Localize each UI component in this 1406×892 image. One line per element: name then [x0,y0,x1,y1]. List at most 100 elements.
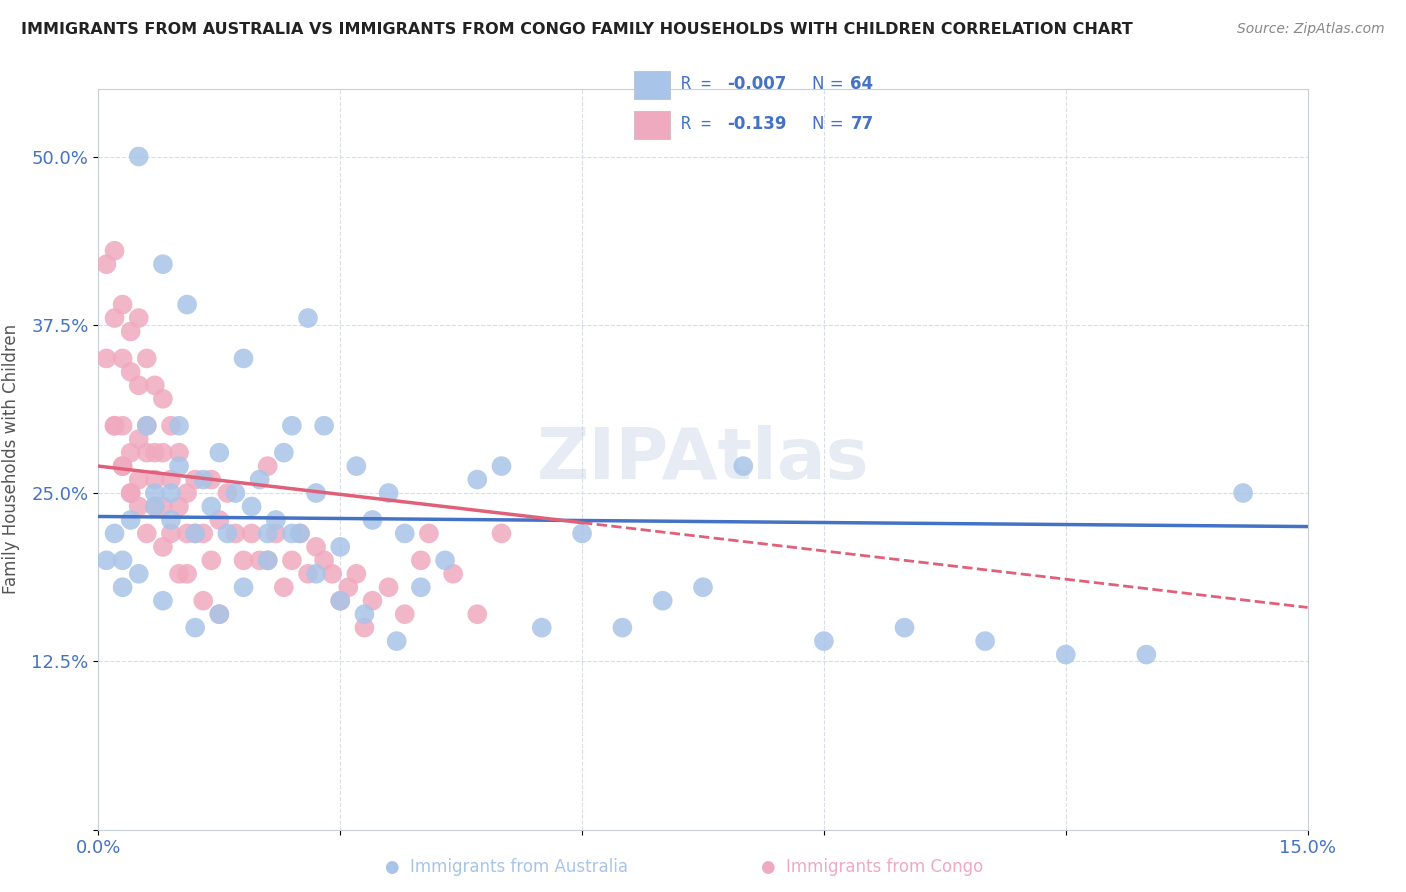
Point [184,473,207,487]
Point [305,540,328,554]
Point [128,500,150,514]
Text: 64: 64 [851,76,873,94]
Point [353,607,375,622]
Point [152,500,174,514]
Text: R =: R = [681,115,731,133]
Point [491,526,513,541]
Point [96,257,118,271]
Point [152,392,174,406]
Point [1232,486,1254,500]
Point [160,486,183,500]
Point [120,325,142,339]
Text: N =: N = [813,115,849,133]
Point [111,553,134,567]
Point [103,418,125,433]
Point [120,486,142,500]
Point [281,526,304,541]
Point [128,378,150,392]
Point [152,593,174,607]
Point [281,553,304,567]
Point [344,459,367,474]
Point [111,459,134,474]
Point [465,473,488,487]
Point [135,351,157,366]
Point [288,526,311,541]
Point [128,473,150,487]
Point [160,526,183,541]
Point [135,445,157,459]
Point [152,540,174,554]
Point [256,553,278,567]
Point [232,580,254,594]
Point [200,473,222,487]
Text: -0.007: -0.007 [727,76,786,94]
Point [167,566,190,581]
Point [361,593,384,607]
Point [128,311,150,326]
Point [273,445,295,459]
Text: R =: R = [681,76,720,94]
Point [120,486,142,500]
Point [96,351,118,366]
Point [434,553,457,567]
Point [974,634,997,648]
Point [409,553,432,567]
Text: 77: 77 [851,115,873,133]
Point [288,526,311,541]
Point [491,459,513,474]
Point [377,580,399,594]
Point [264,526,287,541]
Point [200,553,222,567]
Point [184,526,207,541]
Point [135,418,157,433]
Text: IMMIGRANTS FROM AUSTRALIA VS IMMIGRANTS FROM CONGO FAMILY HOUSEHOLDS WITH CHILDR: IMMIGRANTS FROM AUSTRALIA VS IMMIGRANTS … [21,22,1133,37]
Point [193,593,215,607]
Point [103,311,125,326]
Point [305,566,328,581]
Point [256,553,278,567]
Point [208,445,231,459]
Point [143,378,166,392]
Point [1054,648,1077,662]
Point [143,500,166,514]
Point [361,513,384,527]
Point [167,418,190,433]
Point [273,580,295,594]
Point [176,486,198,500]
Point [232,351,254,366]
Point [733,459,755,474]
Point [120,513,142,527]
Point [394,607,416,622]
Point [200,500,222,514]
Point [385,634,408,648]
Point [893,621,915,635]
Point [111,459,134,474]
Point [530,621,553,635]
Point [167,445,190,459]
Point [128,149,150,163]
Point [176,297,198,311]
Point [314,418,336,433]
Point [143,486,166,500]
Point [256,526,278,541]
Point [160,418,183,433]
Point [217,486,239,500]
Point [103,418,125,433]
Point [217,526,239,541]
Point [176,526,198,541]
Point [651,593,673,607]
Point [409,580,432,594]
Point [111,351,134,366]
Point [321,566,343,581]
Point [329,593,352,607]
Text: ●  Immigrants from Australia: ● Immigrants from Australia [385,858,627,876]
Point [240,526,263,541]
Text: -0.139: -0.139 [727,115,786,133]
Text: ●  Immigrants from Congo: ● Immigrants from Congo [761,858,983,876]
Point [167,500,190,514]
Point [465,607,488,622]
Point [394,526,416,541]
Point [143,473,166,487]
Point [224,526,246,541]
FancyBboxPatch shape [634,71,669,99]
